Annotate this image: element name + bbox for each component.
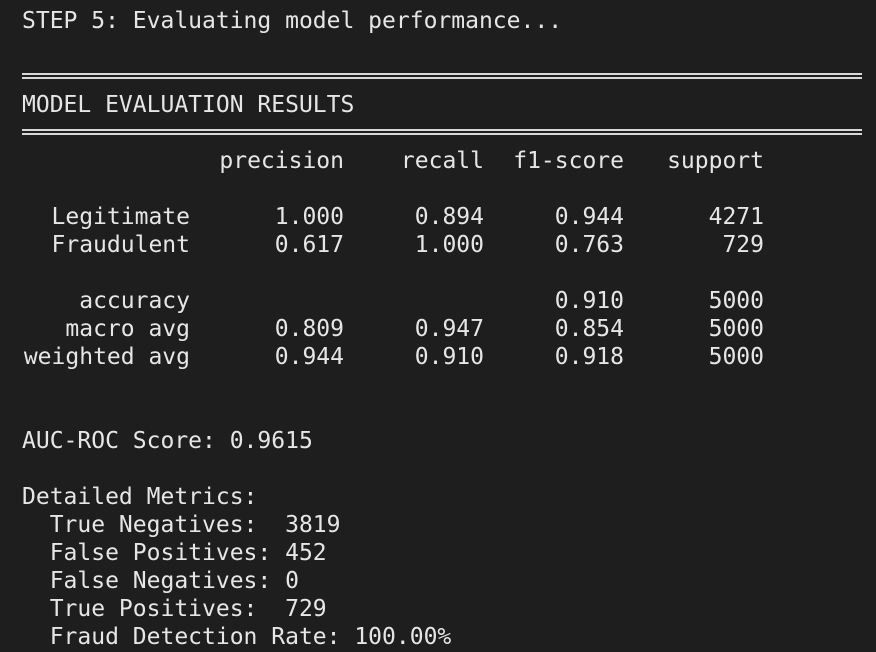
- macro-avg-support: 5000: [708, 316, 764, 342]
- separator-top: [22, 71, 862, 81]
- weighted-avg-f1: 0.918: [554, 344, 624, 370]
- row-label-fraudulent: Fraudulent: [51, 232, 190, 258]
- step-status-line: STEP 5: Evaluating model performance...: [22, 8, 563, 34]
- fraudulent-precision: 0.617: [274, 232, 344, 258]
- auc-roc-score: AUC-ROC Score: 0.9615: [22, 428, 313, 454]
- macro-avg-recall: 0.947: [414, 316, 484, 342]
- row-label-legitimate: Legitimate: [51, 204, 190, 230]
- weighted-avg-support: 5000: [708, 344, 764, 370]
- header-precision: precision: [219, 148, 344, 174]
- row-label-macro-avg: macro avg: [65, 316, 190, 342]
- results-title: MODEL EVALUATION RESULTS: [22, 92, 355, 118]
- legitimate-precision: 1.000: [274, 204, 344, 230]
- metric-true-positives: True Positives: 729: [22, 596, 327, 622]
- legitimate-support: 4271: [708, 204, 764, 230]
- metric-false-positives: False Positives: 452: [22, 540, 327, 566]
- separator-bottom: [22, 127, 862, 137]
- macro-avg-precision: 0.809: [274, 316, 344, 342]
- row-label-weighted-avg: weighted avg: [23, 344, 190, 370]
- fraudulent-recall: 1.000: [414, 232, 484, 258]
- header-support: support: [667, 148, 764, 174]
- accuracy-support: 5000: [708, 288, 764, 314]
- accuracy-f1: 0.910: [554, 288, 624, 314]
- metric-true-negatives: True Negatives: 3819: [22, 512, 341, 538]
- metric-fraud-detection-rate: Fraud Detection Rate: 100.00%: [22, 624, 452, 650]
- header-f1-score: f1-score: [513, 148, 624, 174]
- metric-false-negatives: False Negatives: 0: [22, 568, 299, 594]
- header-recall: recall: [400, 148, 484, 174]
- row-label-accuracy: accuracy: [79, 288, 190, 314]
- fraudulent-f1: 0.763: [554, 232, 624, 258]
- legitimate-f1: 0.944: [554, 204, 624, 230]
- weighted-avg-recall: 0.910: [414, 344, 484, 370]
- weighted-avg-precision: 0.944: [274, 344, 344, 370]
- fraudulent-support: 729: [722, 232, 764, 258]
- legitimate-recall: 0.894: [414, 204, 484, 230]
- macro-avg-f1: 0.854: [554, 316, 624, 342]
- detailed-metrics-title: Detailed Metrics:: [22, 484, 258, 510]
